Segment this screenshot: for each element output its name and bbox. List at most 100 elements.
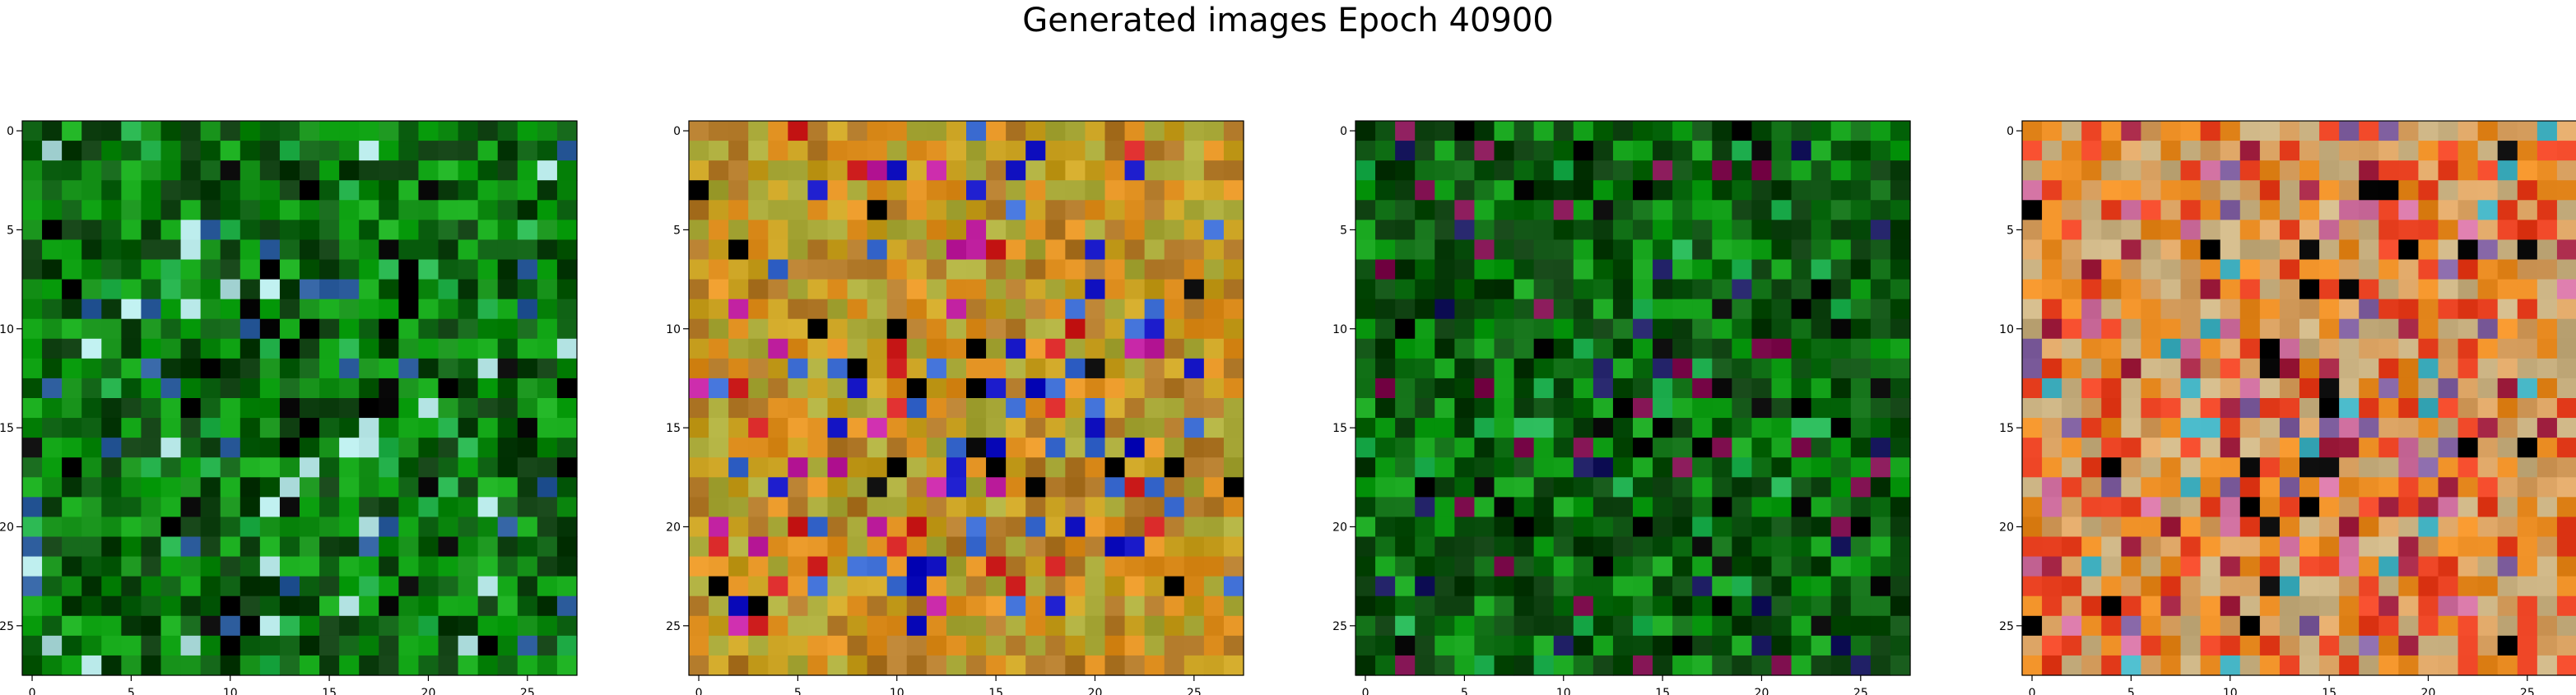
pixel-cell — [1732, 556, 1753, 577]
pixel-cell — [1692, 338, 1713, 359]
pixel-cell — [2517, 635, 2538, 656]
pixel-cell — [2517, 259, 2538, 280]
pixel-cell — [709, 418, 729, 438]
pixel-cell — [1514, 358, 1535, 379]
pixel-cell — [1065, 220, 1086, 241]
pixel-cell — [1395, 299, 1416, 320]
pixel-cell — [1514, 318, 1535, 340]
pixel-cell — [1653, 438, 1673, 458]
pixel-cell — [1434, 595, 1455, 617]
pixel-cell — [2438, 457, 2459, 478]
pixel-cell — [418, 615, 439, 637]
pixel-cell — [2121, 279, 2142, 300]
pixel-cell — [319, 239, 340, 261]
pixel-cell — [62, 497, 82, 518]
pixel-cell — [2279, 595, 2300, 617]
pixel-cell — [497, 655, 518, 676]
x-tick-label: 15 — [2322, 687, 2337, 695]
pixel-cell — [2160, 358, 2182, 379]
pixel-cell — [2536, 141, 2558, 161]
pixel-cell — [517, 200, 538, 220]
pixel-cell — [1593, 497, 1614, 518]
pixel-cell — [1732, 438, 1753, 458]
pixel-cell — [1890, 358, 1911, 379]
pixel-cell — [2259, 398, 2281, 419]
pixel-cell — [1653, 279, 1673, 300]
pixel-cell — [2438, 615, 2459, 637]
pixel-cell — [1494, 418, 1515, 438]
pixel-cell — [1223, 259, 1244, 280]
pixel-cell — [2101, 358, 2122, 379]
pixel-cell — [1006, 595, 1026, 617]
pixel-cell — [2062, 595, 2082, 617]
pixel-cell — [2180, 418, 2202, 438]
pixel-cell — [2239, 378, 2261, 399]
pixel-cell — [1573, 378, 1594, 399]
pixel-cell — [728, 418, 749, 438]
pixel-cell — [1514, 438, 1535, 458]
pixel-cell — [1124, 239, 1146, 261]
pixel-cell — [121, 160, 142, 181]
pixel-cell — [220, 259, 241, 280]
pixel-cell — [279, 180, 300, 201]
pixel-cell — [2279, 497, 2300, 518]
pixel-cell — [497, 457, 518, 478]
pixel-cell — [2556, 180, 2576, 201]
pixel-cell — [42, 220, 63, 241]
pixel-cell — [1514, 536, 1535, 558]
pixel-cell — [827, 497, 849, 518]
pixel-cell — [379, 358, 399, 379]
pixel-cell — [966, 141, 987, 161]
pixel-cell — [141, 517, 162, 538]
pixel-cell — [62, 141, 82, 161]
pixel-cell — [2438, 239, 2459, 261]
pixel-cell — [2517, 517, 2538, 538]
pixel-cell — [2180, 358, 2202, 379]
y-tick-label: 5 — [673, 224, 681, 237]
pixel-cell — [1533, 615, 1555, 637]
pixel-cell — [1124, 160, 1146, 181]
pixel-cell — [2220, 220, 2241, 241]
pixel-cell — [2141, 141, 2162, 161]
pixel-cell — [2220, 358, 2241, 379]
pixel-cell — [1006, 200, 1026, 220]
pixel-cell — [239, 438, 261, 458]
pixel-cell — [1593, 556, 1614, 577]
pixel-cell — [1223, 536, 1244, 558]
pixel-cell — [300, 358, 320, 379]
pixel-cell — [141, 200, 162, 220]
pixel-cell — [2378, 200, 2399, 220]
x-tick-label: 5 — [794, 687, 802, 695]
pixel-cell — [1494, 556, 1515, 577]
pixel-cell — [438, 595, 459, 617]
pixel-cell — [379, 556, 399, 577]
pixel-cell — [2180, 615, 2202, 637]
pixel-cell — [2081, 141, 2102, 161]
pixel-cell — [62, 595, 82, 617]
pixel-cell — [1375, 160, 1396, 181]
pixel-cell — [709, 497, 729, 518]
pixel-cell — [1870, 418, 1891, 438]
pixel-cell — [259, 180, 281, 201]
pixel-cell — [2141, 180, 2162, 201]
pixel-cell — [239, 398, 261, 419]
pixel-cell — [22, 655, 43, 676]
pixel-cell — [438, 141, 459, 161]
pixel-cell — [1712, 318, 1732, 340]
pixel-cell — [986, 576, 1007, 597]
pixel-cell — [180, 536, 202, 558]
pixel-cell — [2517, 497, 2538, 518]
pixel-cell — [847, 180, 868, 201]
pixel-cell — [2418, 299, 2439, 320]
pixel-cell — [517, 477, 538, 498]
pixel-cell — [279, 259, 300, 280]
pixel-cell — [418, 635, 439, 656]
pixel-cell — [1203, 477, 1225, 498]
pixel-cell — [379, 121, 399, 141]
pixel-cell — [180, 398, 202, 419]
pixel-cell — [497, 576, 518, 597]
pixel-cell — [1751, 279, 1773, 300]
pixel-cell — [2042, 457, 2062, 478]
pixel-cell — [537, 655, 558, 676]
pixel-cell — [1415, 418, 1435, 438]
